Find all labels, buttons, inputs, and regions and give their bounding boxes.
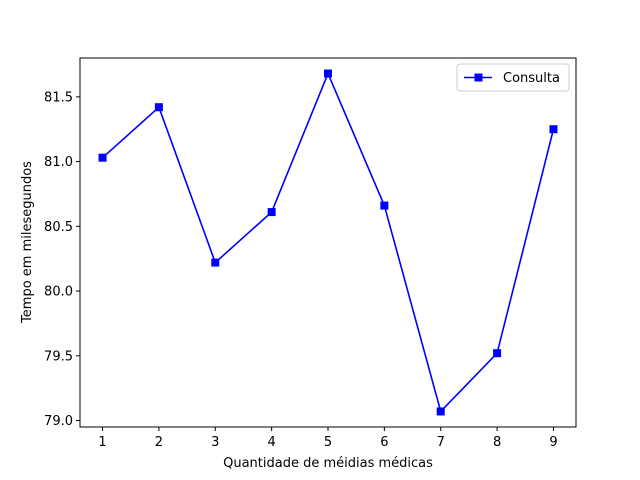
y-tick-label: 79.5	[44, 349, 73, 364]
y-tick-label: 80.5	[44, 220, 73, 235]
x-tick-label: 8	[493, 435, 501, 450]
x-axis-ticks: 1 2 3 4 5 6 7 8 9	[98, 427, 558, 450]
data-point-marker	[211, 258, 220, 267]
data-point-marker	[380, 201, 389, 210]
plot-area	[80, 58, 576, 427]
x-axis-label: Quantidade de méidias médicas	[223, 456, 433, 471]
x-tick-label: 4	[267, 435, 275, 450]
data-point-marker	[154, 103, 163, 112]
legend-label-consulta: Consulta	[503, 71, 560, 86]
legend-box	[456, 63, 570, 92]
x-tick-label: 6	[380, 435, 388, 450]
data-point-marker	[324, 69, 332, 78]
y-tick-label: 80.0	[44, 285, 73, 300]
y-tick-label: 81.5	[44, 90, 73, 105]
legend: Consulta	[456, 63, 570, 92]
data-point-marker	[549, 125, 558, 134]
legend-marker-sample	[474, 73, 483, 82]
y-axis-ticks: 79.0 79.5 80.0 80.5 81.0 81.5	[44, 90, 80, 429]
x-tick-label: 1	[98, 435, 106, 450]
x-tick-label: 2	[155, 435, 163, 450]
series-layer	[98, 69, 558, 416]
data-point-marker	[267, 208, 276, 217]
x-tick-label: 7	[437, 435, 445, 450]
x-tick-label: 5	[324, 435, 332, 450]
data-point-marker	[436, 407, 445, 416]
y-axis-label: Tempo em milesegundos	[20, 161, 35, 324]
x-tick-label: 3	[211, 435, 219, 450]
x-tick-label: 9	[549, 435, 557, 450]
y-tick-label: 79.0	[44, 414, 73, 429]
data-point-marker	[98, 153, 107, 162]
plot-frame	[79, 57, 577, 428]
data-point-marker	[493, 349, 502, 358]
y-tick-label: 81.0	[44, 155, 73, 170]
